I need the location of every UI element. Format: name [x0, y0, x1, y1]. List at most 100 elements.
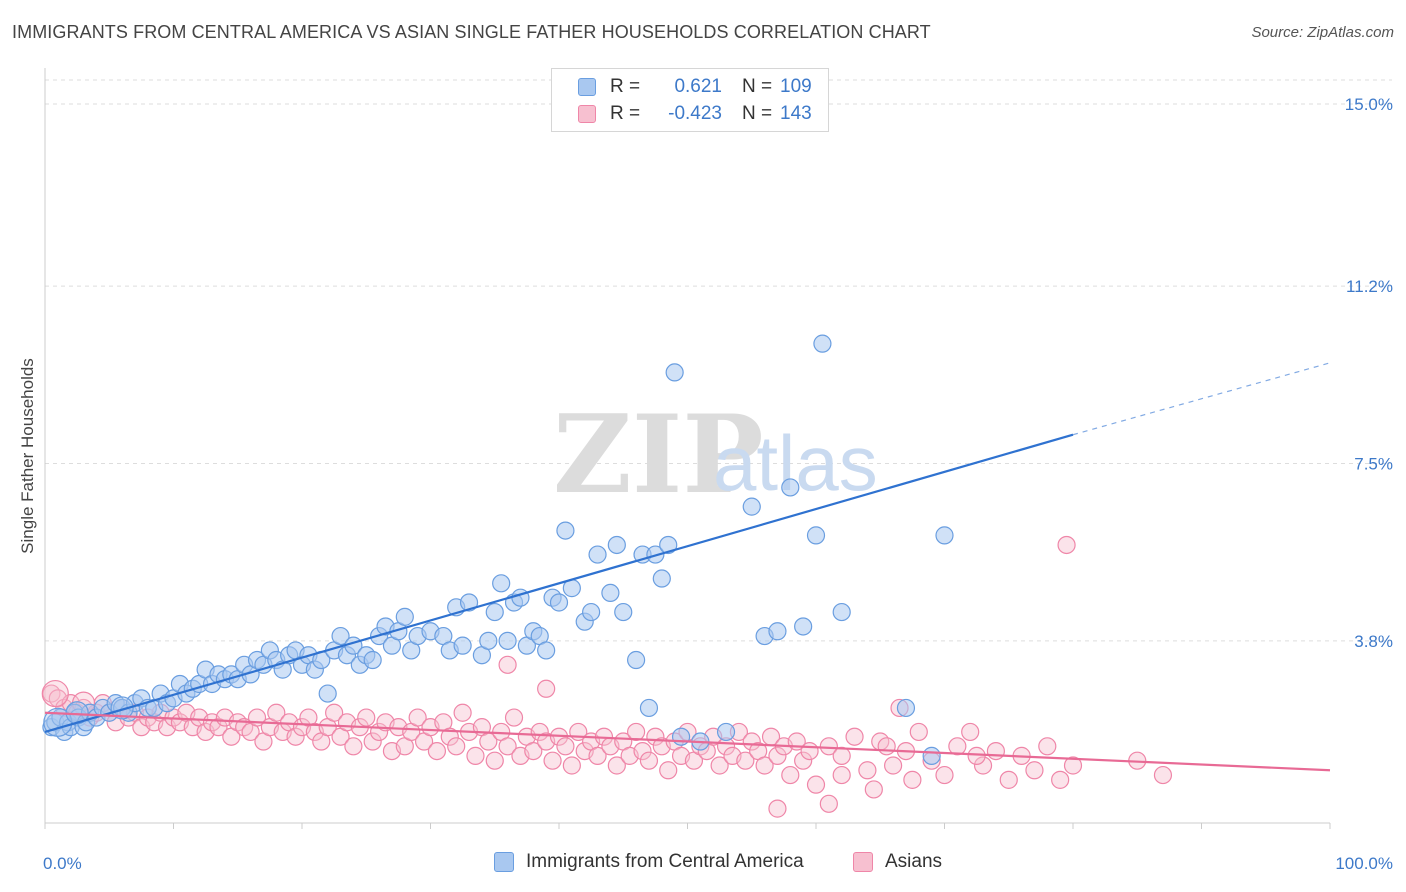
data-point-central-america [614, 602, 633, 622]
data-point-asians [819, 794, 838, 813]
data-point-central-america [549, 593, 569, 612]
x-tick-label: 0.0% [43, 854, 82, 873]
data-point-central-america [813, 334, 832, 353]
data-point-asians [832, 746, 851, 765]
data-point-asians [755, 756, 774, 775]
tick-labels: 3.8% 7.5% 11.2% 15.0% 0.0% 100.0% [43, 95, 1393, 873]
data-point-asians [999, 770, 1018, 789]
data-point-central-america [832, 602, 851, 622]
legend-n-value: 143 [780, 103, 812, 124]
y-tick-label: 7.5% [1354, 454, 1393, 473]
data-point-asians [427, 741, 447, 761]
data-point-asians [961, 722, 980, 742]
data-point-asians [903, 770, 922, 789]
data-point-asians [639, 751, 659, 770]
legend-item-asians[interactable]: Asians [853, 851, 942, 873]
axes [44, 68, 1331, 829]
data-point-asians [858, 761, 877, 780]
data-point-asians [781, 765, 800, 785]
data-point-asians [973, 756, 993, 775]
data-point-central-america [537, 641, 556, 660]
data-point-asians [768, 746, 787, 765]
data-point-asians [466, 746, 485, 765]
y-tick-label: 11.2% [1346, 277, 1393, 296]
trend-line-asians [44, 711, 1331, 772]
legend-r-value: -0.423 [668, 103, 722, 124]
data-point-asians [357, 708, 376, 727]
data-point-asians [344, 737, 363, 756]
data-point-central-america [742, 497, 761, 516]
data-point-asians [543, 751, 562, 770]
chart-title: IMMIGRANTS FROM CENTRAL AMERICA VS ASIAN… [12, 22, 931, 42]
data-point-asians [447, 737, 466, 756]
data-point-central-america [607, 535, 626, 555]
data-point-central-america [110, 696, 134, 720]
trend-line-central-america [44, 433, 1074, 733]
data-point-asians [498, 655, 517, 674]
y-tick-label: 15.0% [1345, 95, 1393, 114]
x-tick-label: 100.0% [1335, 854, 1393, 873]
legend-n-value: 109 [780, 76, 812, 97]
data-point-central-america [716, 722, 736, 742]
legend-label-central-america: Immigrants from Central America [526, 851, 804, 872]
data-point-asians [967, 746, 986, 765]
data-point-central-america [363, 650, 382, 670]
y-axis-label: Single Father Households [18, 358, 37, 554]
legend-n-label: N = [742, 76, 773, 97]
legend-r-label: R = [610, 103, 641, 124]
correlation-legend: R = 0.621 N = 109 R = -0.423 N = 143 [551, 68, 829, 132]
data-point-asians [935, 765, 954, 785]
legend-n-label: N = [742, 103, 773, 124]
data-point-central-america [671, 727, 691, 746]
data-point-asians [1057, 535, 1076, 555]
data-point-asians [41, 679, 69, 708]
data-point-central-america [492, 574, 511, 593]
data-point-asians [832, 765, 851, 785]
data-point-asians [286, 727, 305, 746]
gridlines [45, 79, 1392, 642]
watermark: ZIP atlas [553, 392, 878, 518]
data-point-asians [626, 722, 646, 742]
data-point-asians [209, 718, 228, 737]
data-point-central-america [453, 636, 472, 655]
data-point-asians [742, 732, 761, 751]
trend-line-central-america-extension [1072, 362, 1331, 436]
y-tick-label: 3.8% [1354, 632, 1393, 651]
data-point-central-america [922, 746, 941, 765]
data-point-asians [736, 751, 755, 770]
data-point-asians [768, 799, 787, 818]
data-point-asians [864, 780, 883, 799]
data-point-central-america [768, 622, 787, 641]
data-point-asians [537, 679, 556, 698]
data-point-asians [845, 727, 864, 746]
data-point-asians [986, 741, 1006, 761]
data-point-central-america [395, 607, 414, 626]
data-point-asians [325, 703, 344, 722]
data-point-central-america [806, 526, 826, 545]
data-point-asians [556, 737, 575, 756]
data-point-central-america [896, 698, 916, 718]
data-point-asians [819, 737, 838, 756]
data-point-central-america [588, 545, 607, 564]
legend-label-asians: Asians [885, 851, 943, 872]
legend-item-central-america[interactable]: Immigrants from Central America [494, 851, 804, 873]
series-legend: Immigrants from Central America Asians [0, 851, 1406, 877]
data-point-asians [498, 737, 517, 756]
data-point-central-america [582, 602, 601, 622]
data-point-asians [562, 756, 581, 775]
data-point-asians [633, 741, 652, 761]
watermark-zip: ZIP [553, 392, 764, 518]
data-point-central-america [935, 526, 954, 545]
data-point-asians [794, 751, 813, 770]
data-point-central-america [479, 631, 498, 650]
data-point-asians [485, 751, 504, 770]
data-point-central-america [781, 478, 800, 497]
data-point-central-america [459, 593, 479, 612]
data-point-asians [453, 703, 472, 722]
legend-swatch-pink [578, 105, 596, 123]
data-point-asians [1025, 761, 1044, 780]
data-point-central-america [498, 631, 517, 650]
legend-swatch-pink [853, 852, 873, 872]
data-point-central-america [601, 583, 620, 603]
